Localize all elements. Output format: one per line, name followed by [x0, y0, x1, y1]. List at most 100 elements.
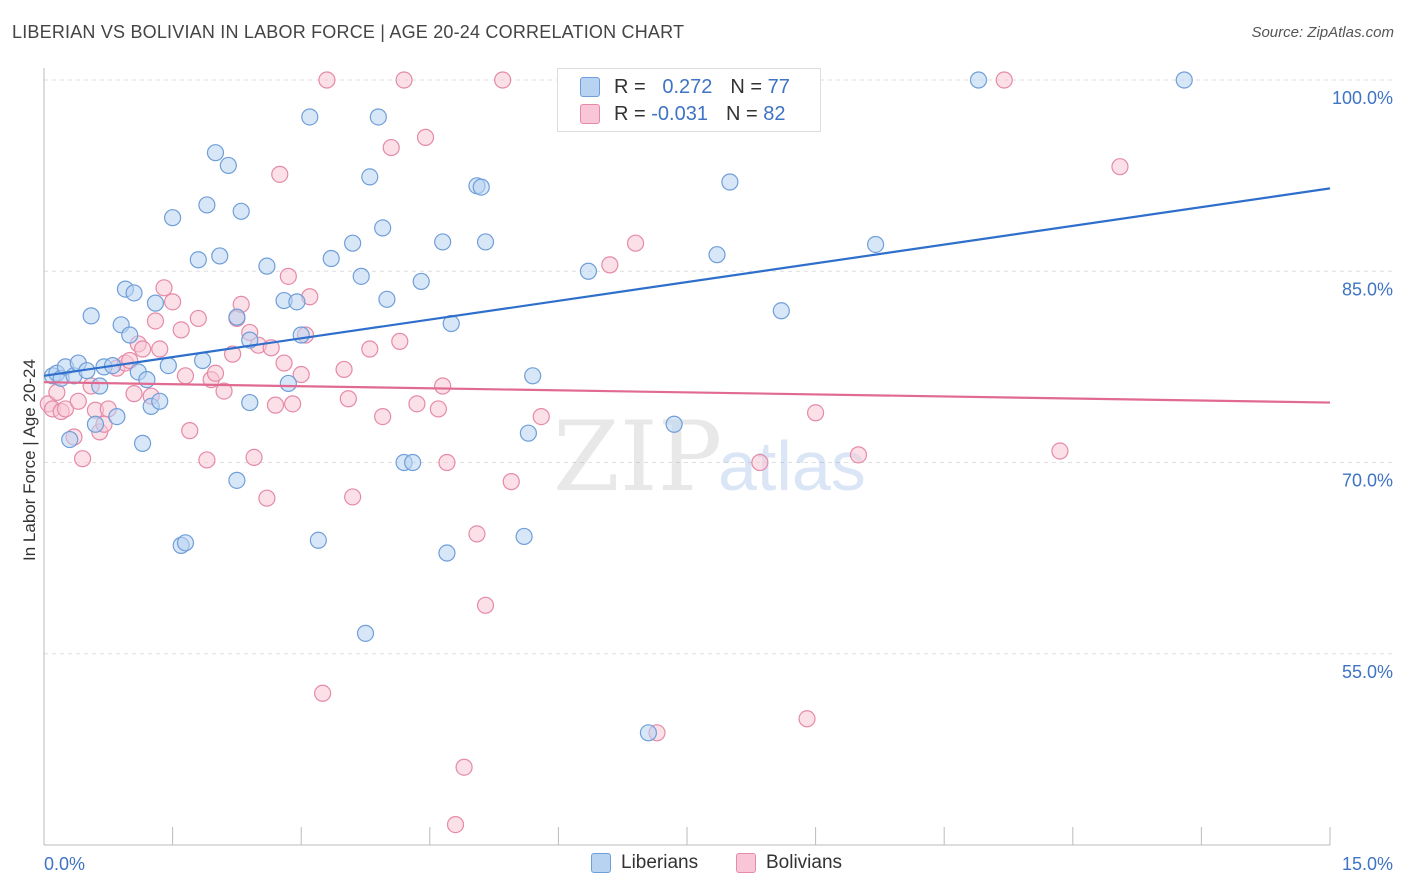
source-label: Source: ZipAtlas.com [1251, 24, 1394, 41]
tick-labels: 55.0% 70.0% 85.0% 100.0% 0.0% 15.0% [44, 88, 1393, 874]
bolivians-point [284, 395, 302, 413]
bolivians-point [275, 354, 293, 372]
liberians-point [361, 168, 379, 186]
r-label: R = [614, 75, 646, 98]
bolivians-point [279, 267, 297, 285]
liberians-point [151, 392, 169, 410]
bolivians-point [151, 340, 169, 358]
bolivians-point [446, 815, 465, 834]
y-tick-label: 100.0% [1332, 88, 1393, 108]
liberians-point [138, 371, 156, 389]
liberians-point [708, 246, 726, 264]
legend-label-bolivians: Bolivians [766, 852, 843, 873]
bolivians-point [849, 446, 868, 464]
r-value: -0.031 [651, 102, 708, 125]
bolivians-point [172, 321, 190, 339]
liberians-point [82, 307, 100, 325]
bolivians-points [39, 71, 1129, 834]
bolivians-point [125, 385, 143, 403]
liberians-point [292, 326, 310, 344]
bolivians-point [395, 71, 413, 89]
y-tick-label: 85.0% [1342, 279, 1393, 299]
liberians-point [206, 144, 225, 162]
legend-row-liberians: R = 0.272 N = 77 [580, 75, 790, 99]
bolivians-point [1051, 442, 1069, 460]
bolivians-point [56, 400, 75, 418]
bolivians-point [1111, 158, 1129, 176]
liberians-point [258, 257, 276, 275]
liberians-point [159, 357, 177, 375]
bolivians-point [335, 360, 353, 379]
liberians-point [472, 178, 490, 196]
liberians-point [228, 471, 246, 489]
x-tick-label: 15.0% [1342, 854, 1393, 874]
bolivians-point [189, 309, 207, 328]
bolivians-point [416, 128, 435, 146]
legend-item-bolivians[interactable]: Bolivians [736, 852, 842, 874]
grid-lines [44, 79, 1395, 655]
bolivians-point [391, 332, 409, 350]
liberians-point [404, 453, 422, 472]
liberians-point [344, 234, 362, 252]
bolivians-point [181, 422, 199, 440]
bolivians-point [626, 234, 645, 252]
r-label: R = [614, 102, 646, 125]
liberians-point [969, 71, 988, 89]
liberians-trend-line [43, 187, 1331, 377]
bolivians-point [146, 312, 165, 330]
liberians-points [43, 71, 1193, 742]
liberians-point [374, 219, 392, 237]
bolivians-point [751, 453, 769, 472]
liberians-point [61, 430, 79, 449]
liberians-point [378, 290, 396, 308]
liberians-point [125, 284, 143, 302]
bolivians-point [155, 279, 173, 297]
bolivians-point [455, 758, 473, 776]
bolivians-point [215, 382, 233, 400]
liberians-point [309, 531, 327, 549]
bolivians-trend-line [43, 381, 1331, 404]
bolivians-point [434, 377, 452, 395]
liberians-point [211, 247, 229, 265]
r-value: 0.272 [662, 75, 713, 98]
bolivians-point [292, 365, 310, 384]
liberians-point [232, 202, 250, 220]
liberians-point [434, 233, 452, 251]
liberians-point [665, 415, 683, 433]
liberians-point [219, 156, 237, 175]
liberians-point [198, 196, 216, 214]
liberians-point [519, 424, 537, 442]
watermark-zip: ZIP [553, 401, 722, 513]
liberians-point [721, 173, 739, 191]
liberians-point [176, 534, 195, 552]
bolivians-point [133, 340, 152, 358]
bolivians-point [468, 525, 486, 543]
liberians-point [515, 527, 533, 546]
liberians-point [301, 108, 319, 126]
liberians-point [352, 267, 370, 285]
bolivians-point [382, 138, 400, 157]
liberians-point [86, 415, 105, 433]
chart-title: LIBERIAN VS BOLIVIAN IN LABOR FORCE | AG… [12, 22, 685, 42]
bolivians-swatch [736, 853, 756, 873]
liberians-swatch [580, 77, 600, 97]
bolivians-point [164, 293, 182, 311]
bolivians-point [271, 165, 289, 183]
bolivians-point [176, 367, 195, 385]
liberians-point [867, 235, 885, 254]
legend-item-liberians[interactable]: Liberians [591, 852, 698, 874]
bolivians-point [206, 364, 225, 382]
bolivians-point [601, 256, 619, 274]
liberians-point [228, 308, 246, 326]
liberians-point [412, 272, 430, 291]
y-tick-label: 70.0% [1342, 471, 1393, 491]
n-value: 82 [763, 102, 786, 125]
bolivians-point [502, 473, 520, 491]
bolivians-point [438, 453, 456, 472]
bolivians-point [73, 450, 92, 468]
bolivians-point [314, 684, 332, 702]
liberians-point [164, 209, 182, 227]
liberians-swatch [591, 853, 611, 873]
bolivians-point [429, 400, 447, 418]
